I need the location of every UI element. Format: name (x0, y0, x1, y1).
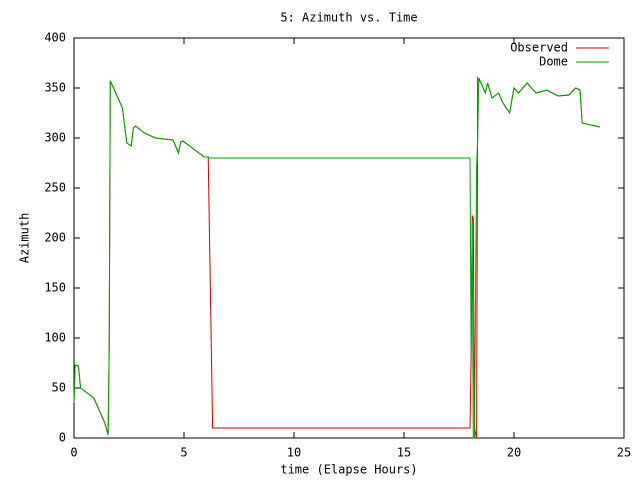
y-tick-label: 200 (44, 231, 66, 245)
y-tick-label: 350 (44, 81, 66, 95)
y-axis-label: Azimuth (18, 213, 32, 264)
y-tick-label: 300 (44, 131, 66, 145)
y-tick-label: 150 (44, 281, 66, 295)
x-tick-label: 15 (397, 446, 411, 460)
data-line (73, 77, 600, 439)
y-tick-label: 50 (52, 381, 66, 395)
y-tick-label: 0 (59, 431, 66, 445)
x-tick-label: 25 (617, 446, 631, 460)
x-tick-label: 20 (507, 446, 521, 460)
chart-title: 5: Azimuth vs. Time (280, 11, 417, 25)
legend-label: Dome (539, 55, 568, 69)
x-tick-label: 5 (180, 446, 187, 460)
x-tick-label: 0 (70, 446, 77, 460)
y-tick-label: 400 (44, 31, 66, 45)
x-axis-label: time (Elapse Hours) (280, 463, 417, 477)
y-tick-label: 250 (44, 181, 66, 195)
x-tick-label: 10 (287, 446, 301, 460)
y-tick-label: 100 (44, 331, 66, 345)
legend-label: Observed (510, 41, 568, 55)
